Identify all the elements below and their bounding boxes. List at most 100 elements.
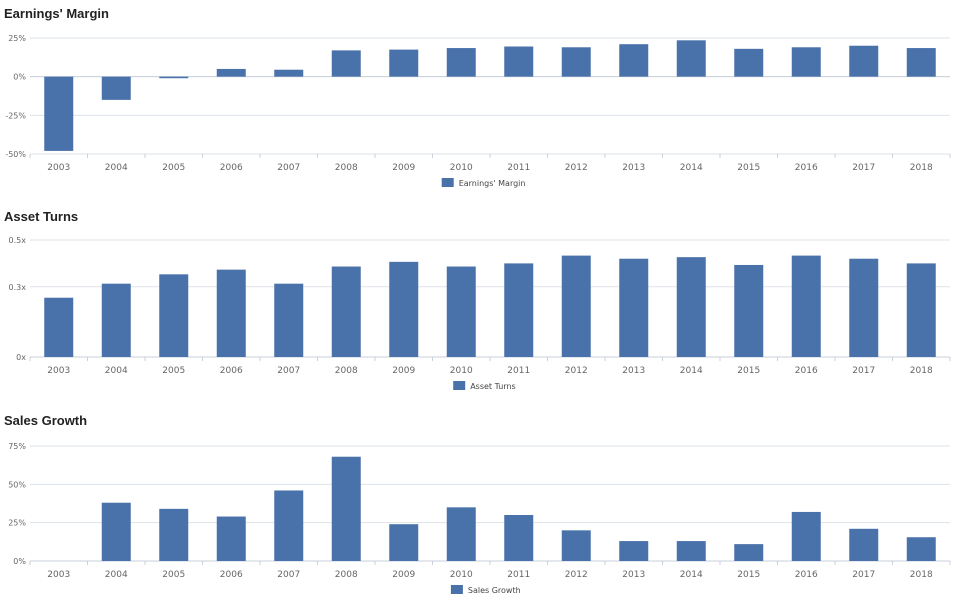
sales-growth-ytick-label: 50% [8, 480, 26, 489]
asset-turns-bar-2009 [389, 261, 419, 357]
earnings-margin-xtick-label: 2003 [47, 163, 70, 173]
earnings-margin-xtick-label: 2012 [565, 163, 588, 173]
sales-growth-xtick-label: 2009 [392, 570, 415, 580]
earnings-margin-ytick-label: -25% [5, 111, 26, 120]
chart-title-earnings-margin: Earnings' Margin [4, 6, 109, 21]
earnings-margin-xtick-label: 2007 [277, 163, 300, 173]
earnings-margin-bar-2006 [216, 68, 246, 77]
sales-growth-xtick-label: 2012 [565, 570, 588, 580]
asset-turns-xtick-label: 2011 [507, 366, 530, 376]
sales-growth-xtick-label: 2004 [105, 570, 128, 580]
asset-turns-xtick-label: 2008 [335, 366, 358, 376]
asset-turns-legend-swatch [453, 381, 466, 390]
asset-turns-bar-2014 [676, 257, 706, 357]
earnings-margin-xtick-label: 2018 [910, 163, 933, 173]
earnings-margin-ytick-label: 25% [8, 34, 26, 43]
earnings-margin-bar-2003 [44, 76, 74, 151]
asset-turns-xtick-label: 2018 [910, 366, 933, 376]
asset-turns-bar-2005 [159, 274, 189, 357]
earnings-margin-ytick-label: 0% [13, 73, 26, 82]
chart-title-asset-turns: Asset Turns [4, 209, 79, 224]
sales-growth-bar-2008 [331, 456, 361, 561]
earnings-margin-bar-2012 [561, 47, 591, 77]
sales-growth-xtick-label: 2003 [47, 570, 70, 580]
earnings-margin-bar-2016 [791, 47, 821, 77]
sales-growth-xtick-label: 2005 [162, 570, 185, 580]
asset-turns-bar-2017 [849, 258, 879, 357]
asset-turns-bar-2015 [734, 264, 764, 357]
sales-growth-bar-2011 [504, 515, 534, 561]
earnings-margin-legend-label: Earnings' Margin [459, 179, 526, 188]
earnings-margin-bar-2010 [446, 48, 476, 77]
earnings-margin-bar-2017 [849, 45, 879, 77]
earnings-margin-legend-swatch [441, 178, 454, 187]
earnings-margin-xtick-label: 2013 [622, 163, 645, 173]
asset-turns-xtick-label: 2009 [392, 366, 415, 376]
asset-turns-bar-2006 [216, 269, 246, 357]
asset-turns-xtick-label: 2004 [105, 366, 128, 376]
asset-turns-xtick-label: 2013 [622, 366, 645, 376]
sales-growth-bar-2009 [389, 524, 419, 561]
earnings-margin-bar-2005 [159, 76, 189, 79]
earnings-margin-bar-2015 [734, 48, 764, 77]
earnings-margin-bar-2008 [331, 50, 361, 77]
earnings-margin-xtick-label: 2014 [680, 163, 703, 173]
sales-growth-bar-2018 [906, 537, 936, 561]
earnings-margin-xtick-label: 2004 [105, 163, 128, 173]
earnings-margin-xtick-label: 2015 [737, 163, 760, 173]
earnings-margin-xtick-label: 2008 [335, 163, 358, 173]
earnings-margin-bar-2013 [619, 44, 649, 77]
sales-growth-bar-2006 [216, 516, 246, 561]
asset-turns-xtick-label: 2005 [162, 366, 185, 376]
sales-growth-legend-label: Sales Growth [468, 586, 521, 595]
earnings-margin-xtick-label: 2010 [450, 163, 473, 173]
asset-turns-ytick-label: 0.5x [9, 236, 27, 245]
asset-turns-xtick-label: 2010 [450, 366, 473, 376]
sales-growth-xtick-label: 2008 [335, 570, 358, 580]
asset-turns-bar-2012 [561, 255, 591, 357]
asset-turns-bar-2004 [101, 283, 131, 357]
chart-title-sales-growth: Sales Growth [4, 413, 88, 428]
asset-turns-xtick-label: 2017 [852, 366, 875, 376]
asset-turns-xtick-label: 2014 [680, 366, 703, 376]
earnings-margin-xtick-label: 2006 [220, 163, 243, 173]
asset-turns-legend-label: Asset Turns [470, 382, 516, 391]
sales-growth-ytick-label: 25% [8, 519, 26, 528]
sales-growth-xtick-label: 2016 [795, 570, 818, 580]
asset-turns-xtick-label: 2012 [565, 366, 588, 376]
earnings-margin-xtick-label: 2005 [162, 163, 185, 173]
sales-growth-bar-2004 [101, 502, 131, 561]
asset-turns-chart: 0.5x 0.3x 0x 2003 2004 2005 2006 2007 2008 2009 20… [9, 236, 951, 391]
asset-turns-bar-2008 [331, 266, 361, 357]
asset-turns-xtick-label: 2015 [737, 366, 760, 376]
sales-growth-ytick-label: 0% [13, 557, 26, 566]
sales-growth-xtick-label: 2017 [852, 570, 875, 580]
sales-growth-bar-2015 [734, 544, 764, 561]
earnings-margin-chart: 25% 0% -25% -50% 2003 2004 2005 2006 2007 2008 200… [5, 34, 951, 188]
sales-growth-chart: 75% 50% 25% 0% 2003 2004 2005 2006 2007 2008 2009 2… [8, 442, 951, 595]
asset-turns-bar-2011 [504, 263, 534, 357]
sales-growth-bar-2016 [791, 511, 821, 561]
sales-growth-bar-2007 [274, 490, 304, 561]
earnings-margin-bar-2009 [389, 49, 419, 77]
sales-growth-xtick-label: 2013 [622, 570, 645, 580]
sales-growth-bar-2013 [619, 541, 649, 561]
asset-turns-bar-2018 [906, 263, 936, 357]
sales-growth-bar-2012 [561, 530, 591, 561]
sales-growth-xtick-label: 2011 [507, 570, 530, 580]
asset-turns-ytick-label: 0x [16, 353, 26, 362]
asset-turns-bar-2013 [619, 258, 649, 357]
asset-turns-bar-2016 [791, 255, 821, 357]
earnings-margin-ytick-label: -50% [5, 150, 26, 159]
sales-growth-ytick-label: 75% [8, 442, 26, 451]
sales-growth-bar-2014 [676, 541, 706, 561]
earnings-margin-bar-2011 [504, 46, 534, 77]
sales-growth-xtick-label: 2015 [737, 570, 760, 580]
asset-turns-bar-2007 [274, 283, 304, 357]
earnings-margin-xtick-label: 2009 [392, 163, 415, 173]
asset-turns-xtick-label: 2003 [47, 366, 70, 376]
sales-growth-xtick-label: 2010 [450, 570, 473, 580]
earnings-margin-xtick-label: 2017 [852, 163, 875, 173]
sales-growth-bar-2010 [446, 507, 476, 561]
sales-growth-xtick-label: 2018 [910, 570, 933, 580]
